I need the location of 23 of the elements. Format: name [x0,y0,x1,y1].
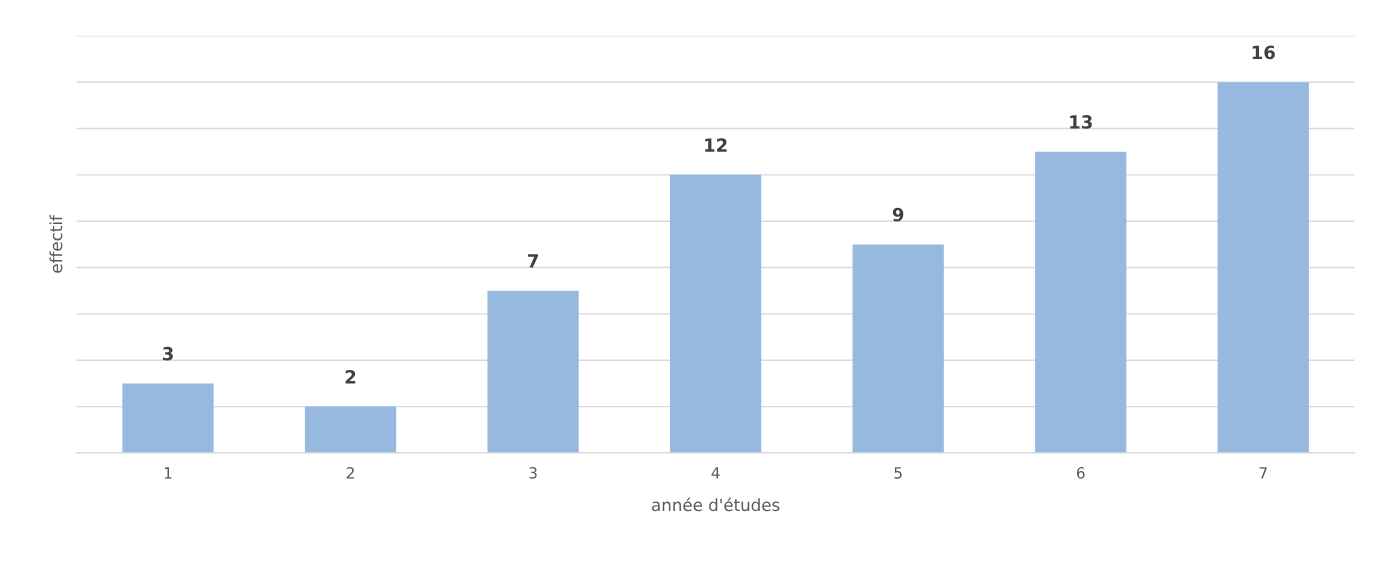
x-tick-label: 1 [164,467,172,479]
bar [1217,82,1309,453]
bar [122,383,214,453]
data-label: 2 [345,369,356,384]
x-tick-label: 3 [529,467,537,479]
data-label: 12 [705,138,727,152]
x-axis-title: année d'études [652,497,780,512]
x-tick-label: 5 [894,467,902,479]
bar [487,290,579,453]
bar [1035,151,1127,453]
bar [304,406,397,453]
data-label: 13 [1070,115,1092,129]
bar [852,244,944,453]
data-label: 7 [528,254,538,268]
x-tick-label: 4 [711,467,720,479]
x-tick-label: 7 [1259,467,1267,479]
data-label: 9 [892,207,904,222]
bar [670,174,762,453]
y-axis-title: effectif [49,214,63,273]
x-tick-label: 6 [1076,467,1085,479]
data-label: 16 [1252,45,1275,60]
data-label: 3 [162,346,173,361]
x-tick-label: 2 [346,467,354,479]
